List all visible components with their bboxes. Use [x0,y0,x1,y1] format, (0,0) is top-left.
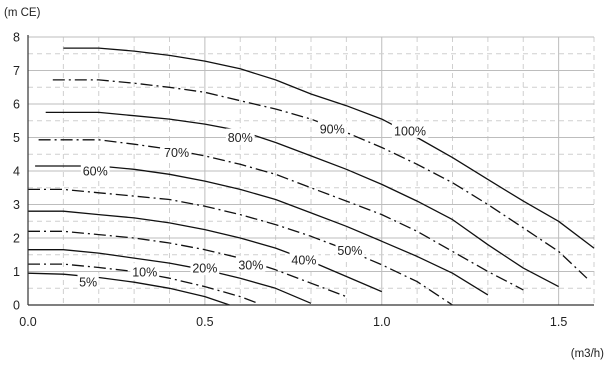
series-lines [27,47,595,306]
x-tick-label: 0.5 [196,315,213,329]
series-line-70pct [38,139,524,291]
series-line-40pct [28,210,383,293]
series-label-bg [80,162,110,178]
grid [27,36,595,306]
y-tick-label: 7 [13,64,20,78]
series-label: 60% [83,165,108,179]
series-line-100pct [63,47,595,249]
series-label: 70% [164,146,189,160]
series-line-20pct [28,249,312,304]
series-line-50pct [28,188,453,306]
series-label-bg [391,121,429,138]
series-line-80pct [45,111,559,288]
series-label: 50% [337,244,362,258]
series-label: 30% [238,258,263,272]
y-tick-label: 0 [13,299,20,313]
series-label: 90% [320,123,345,137]
y-tick-label: 5 [13,131,20,145]
series-label-bg [190,259,220,276]
x-tick-label: 0.0 [19,315,36,329]
series-line-30pct [28,230,347,298]
y-tick-label: 8 [13,31,20,45]
y-tick-label: 2 [13,232,20,246]
series-label-bg [162,143,191,160]
series-label-bg [335,241,365,258]
series-line-5pct [27,272,230,306]
series-label-bg [225,128,255,145]
x-axis-label: (m3/h) [571,348,604,360]
x-tick-label: 1.5 [550,315,567,329]
series-label: 20% [192,262,217,276]
tick-labels: 0 1 2 3 4 5 6 7 8 0.0 0.5 1.0 1.5 [13,31,567,330]
axes [27,35,594,306]
y-tick-label: 6 [13,98,20,112]
series-label: 40% [291,253,316,267]
x-tick-label: 1.0 [373,315,390,329]
series-line-60pct [35,165,489,296]
y-tick-label: 4 [13,165,20,179]
series-label: 10% [132,266,157,280]
y-tick-label: 3 [13,198,20,212]
series-label-bg [289,250,319,267]
series-label-bg [317,120,347,137]
series-labels: 100% 90% 80% 70% 60% 50% 40% 30% 20% 10% 5% [77,120,429,290]
series-label: 5% [79,276,97,290]
series-label: 100% [394,124,426,138]
series-label-bg [130,263,160,280]
series-line-10pct [28,263,259,304]
series-label-bg [77,273,99,290]
series-line-90pct [52,79,588,279]
y-tick-label: 1 [13,265,20,279]
series-label: 80% [228,131,253,145]
y-axis-label: (m CE) [4,7,41,19]
series-label-bg [236,255,266,272]
